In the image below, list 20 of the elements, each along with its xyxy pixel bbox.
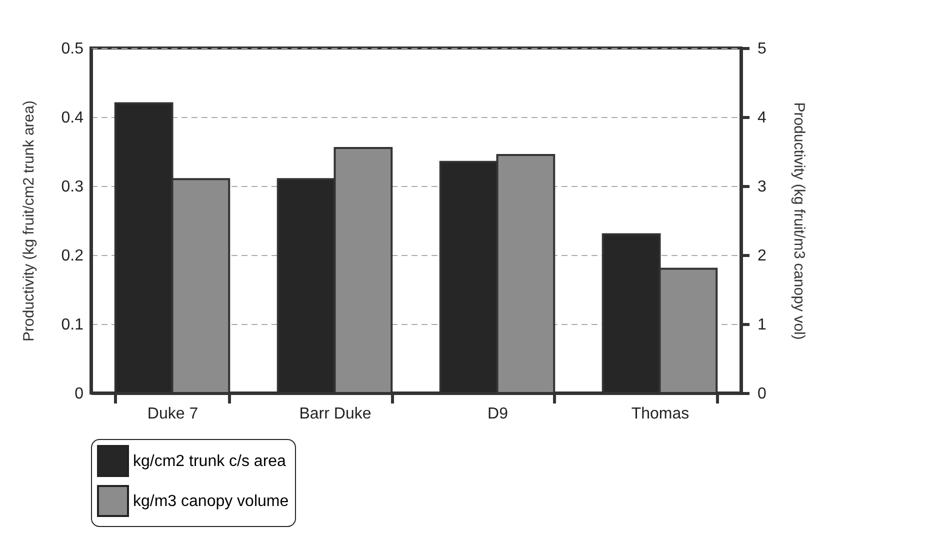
y-tick-label: 0.1 xyxy=(61,316,84,334)
y2-tick-label: 0 xyxy=(758,386,766,402)
y2-axis-title: Productivity (kg fruit/m3 canopy vol) xyxy=(790,102,808,340)
x-tick-label: Duke 7 xyxy=(147,406,198,422)
legend-label: kg/m3 canopy volume xyxy=(133,493,289,510)
y-tick-label: 0 xyxy=(74,386,84,402)
y2-tick-label: 1 xyxy=(758,316,766,334)
y-tick-label: 0.5 xyxy=(61,40,84,58)
x-tick-label: Thomas xyxy=(631,406,690,422)
y2-tick-label: 4 xyxy=(758,110,766,126)
y-tick-label: 0.4 xyxy=(61,110,84,126)
y2-tick-label: 3 xyxy=(758,178,766,196)
y2-tick-label: 5 xyxy=(758,40,766,58)
x-tick-label: D9 xyxy=(488,406,508,422)
x-tick-label: Barr Duke xyxy=(299,406,372,422)
y-axis-title: Productivity (kg fruit/cm2 trunk area) xyxy=(20,100,38,342)
y-tick-label: 0.3 xyxy=(61,178,84,196)
y-tick-label: 0.2 xyxy=(61,248,84,264)
y2-tick-label: 2 xyxy=(758,248,766,264)
legend-label: kg/cm2 trunk c/s area xyxy=(133,453,286,470)
